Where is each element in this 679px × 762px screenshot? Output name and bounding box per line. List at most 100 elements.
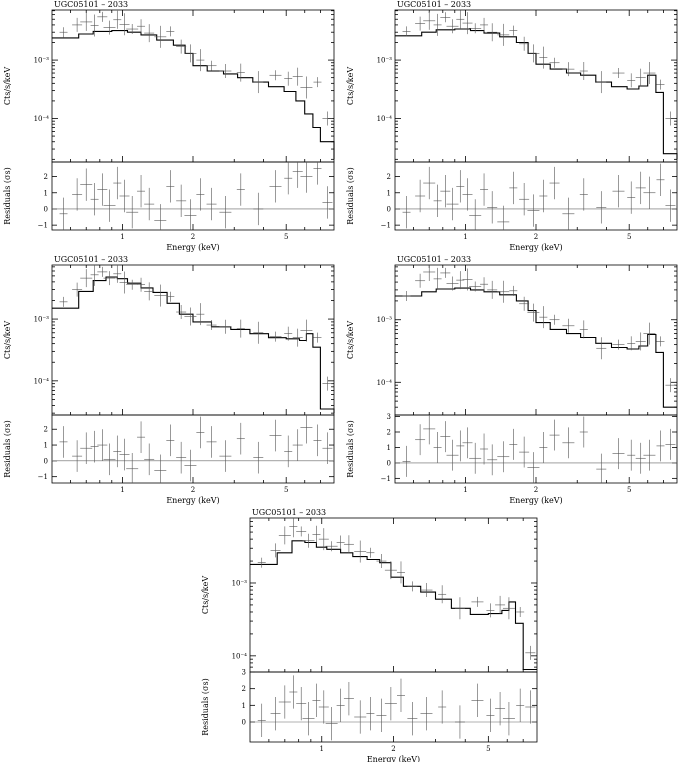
residual-point (423, 166, 436, 200)
y-tick-label: 10⁻³ (34, 316, 50, 324)
residual-point (415, 179, 426, 213)
data-point (665, 111, 676, 126)
y-axis-label-residuals: Residuals (σs) (3, 167, 12, 224)
residual-point (440, 421, 451, 453)
residual-point (292, 162, 303, 188)
residual-point (456, 430, 465, 462)
model-step-curve (395, 287, 677, 408)
y-tick-label: 10⁻⁴ (34, 115, 50, 123)
residual-point (539, 432, 548, 463)
spectrum-panel-4: UGC05101 – 2033 1 2 5 Energy (keV) 10⁻³ 10⁻⁴ Ct… (346, 255, 678, 505)
residual-point (236, 173, 245, 206)
residual-point (423, 415, 436, 445)
data-point (103, 271, 116, 286)
data-point (366, 547, 375, 558)
x-tick-label: 2 (191, 233, 195, 241)
y-axis-label-residuals: Residuals (σs) (346, 420, 355, 477)
data-point (292, 67, 303, 86)
residual-point (312, 683, 321, 717)
data-point (253, 321, 264, 344)
data-point (289, 518, 298, 538)
residual-point (184, 199, 197, 230)
residual-point (656, 430, 665, 462)
data-point (440, 267, 451, 278)
residual-point (236, 422, 245, 455)
residual-point (509, 171, 518, 205)
data-point (59, 296, 68, 307)
residual-point (219, 440, 232, 472)
data-point (302, 533, 315, 548)
residual-point (196, 178, 205, 211)
data-point (433, 13, 442, 36)
data-point (656, 79, 665, 90)
y-axis-label-counts: Cts/s/keV (201, 576, 210, 615)
residual-point (384, 687, 397, 721)
y-axis-label-counts: Cts/s/keV (3, 321, 12, 360)
data-point (154, 284, 167, 307)
data-point (497, 280, 510, 303)
data-point (539, 306, 548, 329)
data-point (113, 265, 122, 283)
panel-title: UGC05101 – 2033 (54, 255, 128, 264)
residual-point (509, 428, 518, 460)
residual-point (612, 438, 625, 470)
x-tick-label: 2 (391, 745, 395, 753)
residual-point (366, 697, 375, 731)
residual-point (154, 204, 167, 230)
residual-point (113, 435, 122, 468)
data-point (433, 267, 442, 290)
residual-point (525, 690, 536, 724)
data-point (137, 19, 146, 34)
residual-point (596, 453, 607, 483)
data-point (562, 318, 575, 333)
residual-point (253, 441, 264, 474)
residual-point (103, 443, 116, 476)
data-point (336, 535, 345, 550)
data-point (656, 336, 665, 347)
y-tick-label: 10⁻⁴ (377, 379, 393, 387)
data-point (643, 62, 656, 85)
data-point (113, 10, 122, 29)
residual-point (396, 678, 405, 712)
y-tick-label: 10⁻³ (34, 57, 50, 65)
residual-tick-label: −1 (381, 222, 391, 230)
residual-point (289, 675, 298, 709)
y-axis-label-residuals: Residuals (σs) (201, 678, 210, 735)
data-point (480, 17, 489, 32)
residual-point (119, 179, 130, 213)
data-point (612, 68, 625, 79)
data-point (176, 39, 187, 54)
data-point (549, 57, 560, 68)
data-point (440, 12, 451, 23)
residual-point (144, 187, 155, 221)
residual-point (549, 419, 560, 451)
x-axis-label: Energy (keV) (166, 243, 219, 252)
data-point (423, 265, 436, 281)
data-point (184, 44, 197, 63)
residual-tick-label: 1 (44, 442, 48, 450)
data-point (284, 326, 293, 341)
data-point (325, 541, 338, 552)
panel-title: UGC05101 – 2033 (54, 0, 128, 9)
residual-tick-label: 1 (44, 189, 48, 197)
residual-point (480, 433, 489, 465)
residual-point (579, 416, 588, 448)
residual-point (376, 698, 387, 732)
x-axis-label: Energy (keV) (367, 755, 420, 762)
data-point (562, 62, 575, 77)
residual-point (278, 685, 291, 719)
x-tick-label: 1 (320, 745, 324, 753)
data-point (415, 16, 426, 31)
residual-point (420, 697, 433, 731)
data-point (502, 597, 515, 620)
y-tick-label: 10⁻³ (377, 316, 393, 324)
spectrum-panel-1: UGC05101 – 2033 1 2 5 Energy (keV) 10⁻³ 10⁻⁴ Ct… (3, 0, 335, 252)
residual-tick-label: −1 (381, 475, 391, 483)
residual-point (635, 171, 646, 205)
residual-point (126, 196, 139, 229)
spectrum-panel-3: UGC05101 – 2033 1 2 5 Energy (keV) 10⁻³ 10⁻⁴ Ct… (3, 255, 335, 505)
residual-point (402, 445, 411, 477)
data-point (415, 273, 426, 288)
residual-tick-label: 1 (387, 444, 391, 452)
y-tick-label: 10⁻³ (377, 57, 393, 65)
